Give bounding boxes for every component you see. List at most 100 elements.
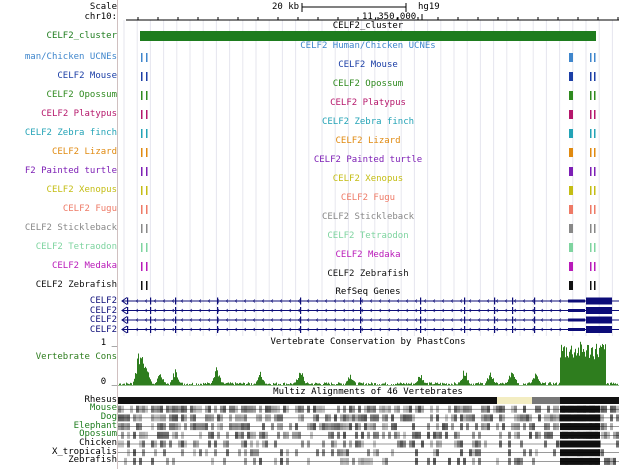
conservation-bar <box>366 383 367 385</box>
intron-arrow <box>180 327 184 332</box>
multiz-species-label[interactable]: Zebrafish <box>68 455 117 466</box>
refseq-gene-label[interactable]: CELF2 <box>89 305 117 316</box>
intron-arrow <box>180 318 184 322</box>
conservation-bar <box>575 348 576 385</box>
intron-arrow <box>351 318 355 322</box>
multiz-species-label[interactable]: Elephant <box>73 420 117 431</box>
intron-arrow <box>531 327 535 332</box>
multiz-species-label[interactable]: Mouse <box>89 403 117 414</box>
multiz-species-label[interactable]: X_tropicalis <box>51 446 117 457</box>
ucne-track-label[interactable]: CELF2 Opossum <box>46 90 117 100</box>
conservation-bar <box>580 341 581 385</box>
intron-arrow <box>279 327 283 332</box>
conservation-bar <box>531 382 532 385</box>
ucne-track-label[interactable]: CELF2 Zebrafish <box>35 280 117 290</box>
conservation-bar <box>179 381 180 385</box>
ucne-track-title: CELF2 Medaka <box>335 250 401 260</box>
ucne-element <box>141 205 143 214</box>
conservation-bar <box>225 383 226 385</box>
conservation-bar <box>246 383 247 385</box>
ucne-track-label[interactable]: man/Chicken UCNEs <box>24 52 117 62</box>
gene-exon <box>420 326 422 333</box>
ucne-tracks <box>141 53 596 290</box>
conservation-bar <box>415 382 416 385</box>
conservation-bar <box>559 382 560 385</box>
conservation-bar <box>292 384 293 385</box>
intron-arrow <box>468 318 472 322</box>
refseq-gene-label[interactable]: CELF2 <box>89 324 117 335</box>
conservation-bar <box>333 384 334 385</box>
ucne-element <box>594 110 596 119</box>
multiz-species-label[interactable]: Rhesus <box>84 394 117 405</box>
conservation-bar <box>262 379 263 385</box>
conservation-bar <box>370 384 371 385</box>
multiz-species-label[interactable]: Dog <box>100 411 117 422</box>
multiz-species-label[interactable]: Chicken <box>79 438 117 448</box>
ucne-track-label[interactable]: CELF2 Mouse <box>57 71 117 81</box>
conservation-bar <box>442 382 443 385</box>
intron-arrow <box>558 327 562 332</box>
conservation-bar <box>219 375 220 385</box>
conservation-bar <box>444 383 445 385</box>
multiz-species-label[interactable]: Opossum <box>79 429 117 440</box>
conservation-bar <box>470 384 471 385</box>
conservation-bar <box>408 383 409 385</box>
conservation-bar <box>487 378 488 385</box>
conservation-bar <box>404 383 405 385</box>
conservation-bar <box>133 381 134 385</box>
refseq-gene-label[interactable]: CELF2 <box>89 296 117 306</box>
conservation-bar <box>535 373 536 385</box>
intron-arrow <box>387 327 391 332</box>
conservation-bar <box>482 383 483 385</box>
ucne-track-label[interactable]: CELF2 Lizard <box>51 147 117 157</box>
conservation-bar <box>572 354 573 385</box>
ucne-track-label[interactable]: CELF2 Tetraodon <box>35 242 117 252</box>
conservation-bar <box>269 383 270 385</box>
gene-exon <box>420 316 422 324</box>
conservation-bar <box>119 383 120 385</box>
conservation-bar <box>350 374 351 385</box>
ucne-track-label[interactable]: CELF2 Xenopus <box>46 185 117 195</box>
ucne-track-label[interactable]: CELF2 Zebra finch <box>24 128 117 138</box>
conservation-bar <box>573 357 574 385</box>
gene-exon <box>217 307 219 314</box>
intron-arrow <box>261 318 265 322</box>
conservation-bar <box>421 375 422 385</box>
intron-arrow <box>468 327 472 332</box>
conservation-bar <box>384 383 385 385</box>
ucne-track-title: CELF2 Tetraodon <box>327 231 409 241</box>
conservation-bar <box>346 381 347 385</box>
ucne-element <box>590 148 592 157</box>
conservation-bar <box>216 367 217 385</box>
conservation-bar <box>215 371 216 385</box>
intron-arrow <box>468 308 472 313</box>
conservation-bar <box>317 383 318 385</box>
conservation-bar <box>122 384 123 385</box>
intron-arrow <box>522 308 526 313</box>
conservation-label[interactable]: Vertebrate Cons <box>35 352 117 362</box>
intron-arrow <box>171 299 175 303</box>
conservation-bar <box>312 383 313 385</box>
conservation-bar <box>137 358 138 385</box>
ucne-track-label[interactable]: CELF2 Platypus <box>41 109 117 119</box>
ucne-track-title: CELF2 Human/Chicken UCNEs <box>300 41 436 51</box>
refseq-gene-label[interactable]: CELF2 <box>89 315 117 325</box>
conservation-bar <box>362 383 363 385</box>
cluster-track-label[interactable]: CELF2_cluster <box>46 31 117 41</box>
ucne-track-label[interactable]: CELF2 Stickleback <box>24 223 117 233</box>
ucne-element <box>141 72 143 81</box>
conservation-bar <box>294 382 295 385</box>
intron-arrow <box>207 308 211 313</box>
conservation-bar <box>163 379 164 385</box>
gene-strand-arrow <box>121 316 128 324</box>
conservation-bar <box>131 383 132 385</box>
ucne-track-label[interactable]: CELF2 Medaka <box>51 261 117 271</box>
conservation-bar <box>407 384 408 385</box>
multiz-title: Multiz Alignments of 46 Vertebrates <box>273 387 463 397</box>
conservation-bar <box>610 382 611 385</box>
conservation-bar <box>274 383 275 385</box>
conservation-bar <box>596 343 597 385</box>
intron-arrow <box>504 308 508 313</box>
ucne-track-label[interactable]: CELF2 Fugu <box>62 204 117 214</box>
ucne-track-label[interactable]: F2 Painted turtle <box>24 166 117 176</box>
